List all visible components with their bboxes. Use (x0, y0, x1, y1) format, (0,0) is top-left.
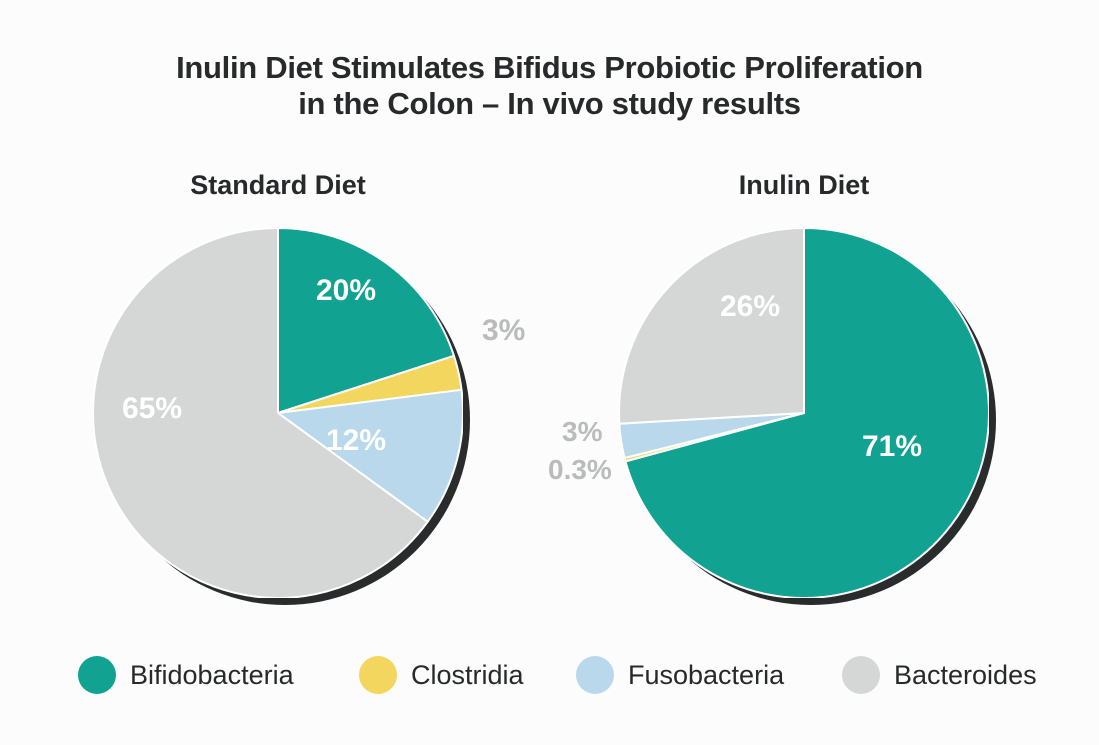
slice-label-fuso: 3% (562, 416, 602, 448)
slice-label-bifido: 20% (316, 274, 376, 308)
slice-label-bacter: 65% (122, 392, 182, 426)
slice-label-clostr: 0.3% (548, 454, 612, 486)
inulin-diet-subtitle: Inulin Diet (604, 170, 1004, 201)
clostr-swatch-icon (359, 656, 397, 694)
slice-label-clostr: 3% (482, 314, 525, 348)
legend-label-bifido: Bifidobacteria (130, 660, 294, 691)
standard-diet-subtitle: Standard Diet (78, 170, 478, 201)
title-line1: Inulin Diet Stimulates Bifidus Probiotic… (176, 50, 923, 85)
pie-svg (619, 228, 989, 598)
slice-label-bifido: 71% (862, 430, 922, 464)
bacter-swatch-icon (842, 656, 880, 694)
legend-item-clostr: Clostridia (359, 656, 524, 694)
slice-label-bacter: 26% (720, 290, 780, 324)
slice-bacter (619, 228, 804, 424)
legend-label-fuso: Fusobacteria (628, 660, 784, 691)
title-line2: in the Colon – In vivo study results (298, 86, 801, 121)
legend-label-clostr: Clostridia (411, 660, 524, 691)
legend-item-bifido: Bifidobacteria (78, 656, 294, 694)
fuso-swatch-icon (576, 656, 614, 694)
chart-page: Inulin Diet Stimulates Bifidus Probiotic… (0, 0, 1099, 745)
inulin-diet-pie (619, 228, 989, 598)
slice-label-fuso: 12% (326, 424, 386, 458)
page-title: Inulin Diet Stimulates Bifidus Probiotic… (0, 50, 1099, 121)
legend-item-bacter: Bacteroides (842, 656, 1037, 694)
bifido-swatch-icon (78, 656, 116, 694)
legend-item-fuso: Fusobacteria (576, 656, 784, 694)
legend-label-bacter: Bacteroides (894, 660, 1037, 691)
